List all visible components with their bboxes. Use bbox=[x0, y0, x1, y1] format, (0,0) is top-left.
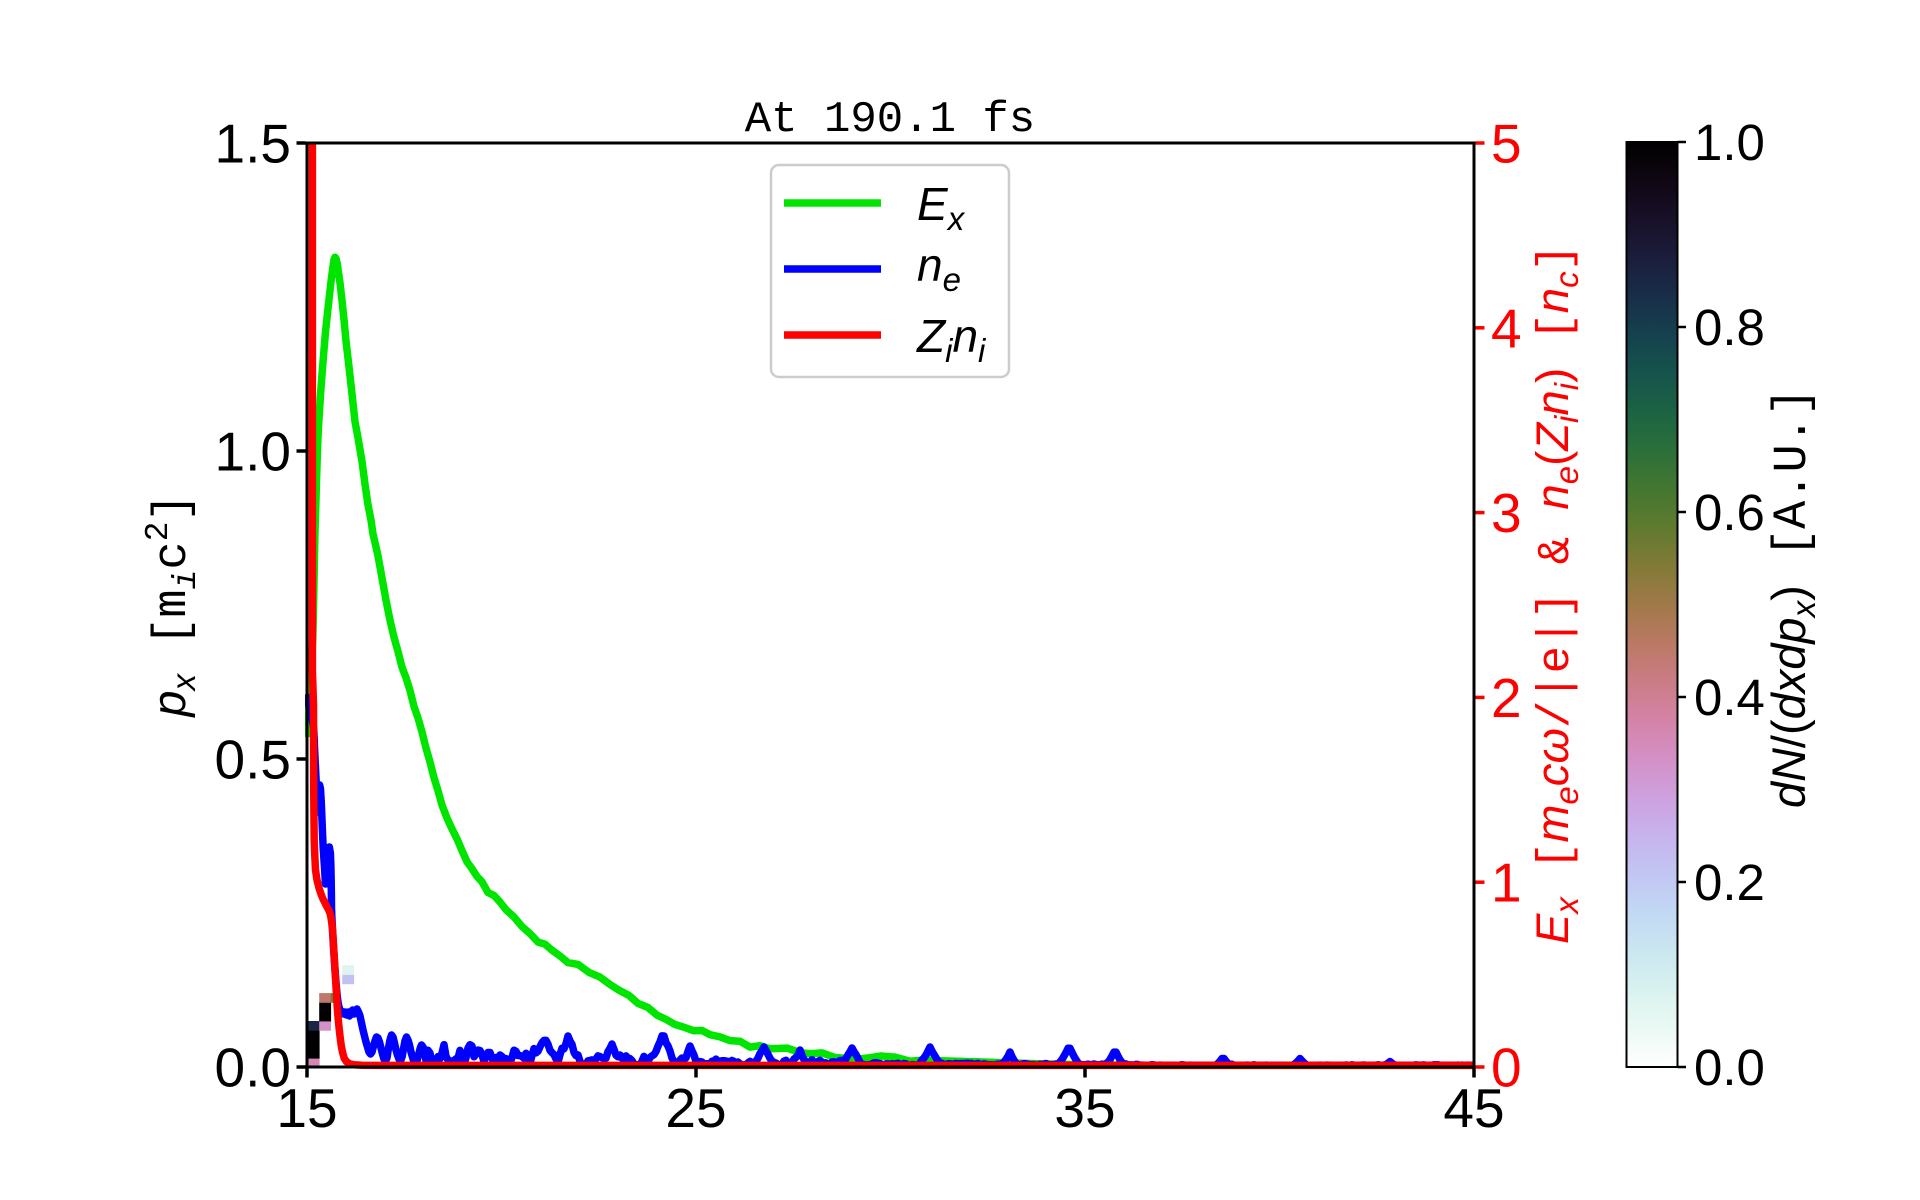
svg-text:0.0: 0.0 bbox=[1694, 1039, 1765, 1096]
svg-text:0.5: 0.5 bbox=[215, 729, 291, 791]
svg-text:0: 0 bbox=[1491, 1037, 1522, 1099]
svg-text:2: 2 bbox=[1491, 667, 1522, 729]
svg-text:1.5: 1.5 bbox=[215, 113, 291, 175]
svg-text:0.6: 0.6 bbox=[1694, 484, 1765, 541]
svg-text:15: 15 bbox=[276, 1077, 337, 1139]
svg-text:1.0: 1.0 bbox=[215, 421, 291, 483]
svg-text:0.2: 0.2 bbox=[1694, 854, 1765, 911]
svg-text:1: 1 bbox=[1491, 852, 1522, 914]
svg-text:4: 4 bbox=[1491, 297, 1522, 359]
svg-text:5: 5 bbox=[1491, 113, 1522, 175]
svg-text:35: 35 bbox=[1054, 1077, 1115, 1139]
svg-text:dN/(dxdpx) [A.U.]: dN/(dxdpx) [A.U.] bbox=[1762, 388, 1822, 808]
svg-text:At 190.1 fs: At 190.1 fs bbox=[745, 95, 1035, 145]
svg-text:3: 3 bbox=[1491, 482, 1522, 544]
svg-text:0.0: 0.0 bbox=[215, 1037, 291, 1099]
svg-text:Ex [mecω/|e|] & ne(Zini) [nc]: Ex [mecω/|e|] & ne(Zini) [nc] bbox=[1527, 244, 1585, 944]
svg-text:Ex: Ex bbox=[917, 178, 966, 237]
svg-text:1.0: 1.0 bbox=[1694, 114, 1765, 171]
svg-text:Zini: Zini bbox=[916, 310, 987, 369]
svg-text:0.4: 0.4 bbox=[1694, 669, 1765, 726]
svg-text:45: 45 bbox=[1443, 1077, 1504, 1139]
svg-text:25: 25 bbox=[665, 1077, 726, 1139]
svg-text:px [mic2]: px [mic2] bbox=[140, 493, 205, 718]
svg-text:0.8: 0.8 bbox=[1694, 299, 1765, 356]
